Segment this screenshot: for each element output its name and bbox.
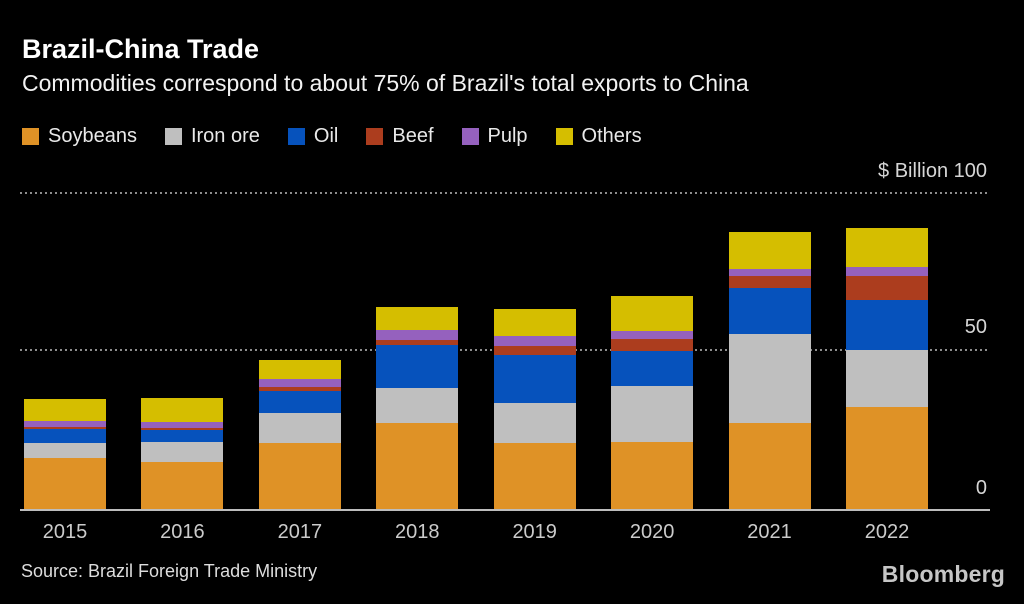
gridline-100: [20, 192, 987, 194]
source-note: Source: Brazil Foreign Trade Ministry: [21, 561, 318, 581]
bar-segment-2017-oil: [258, 390, 341, 413]
x-axis-baseline: [20, 509, 990, 511]
bar-segment-2021-pulp: [728, 268, 811, 277]
legend-label: Soybeans: [48, 125, 137, 147]
y-tick-0: 0: [975, 477, 987, 499]
bar-segment-2019-others: [493, 309, 576, 336]
legend-item-pulp: Pulp: [461, 125, 528, 148]
bar-2021: [728, 231, 811, 509]
bar-segment-2019-beef: [493, 345, 576, 356]
x-label-2017: 2017: [277, 521, 323, 543]
bar-segment-2015-oil: [24, 429, 106, 443]
x-label-2021: 2021: [747, 521, 792, 543]
bar-segment-2022-soybeans: [845, 406, 928, 509]
legend-item-soybeans: Soybeans: [22, 125, 137, 148]
bar-segment-2016-others: [141, 398, 224, 422]
bar-segment-2022-iron-ore: [845, 350, 928, 407]
bar-segment-2022-oil: [845, 299, 928, 351]
bar-segment-2020-iron-ore: [611, 386, 694, 443]
x-axis-labels: 2015 2016 2017 2018 2019 2020 2021 2022: [24, 521, 928, 544]
bar-2022: [845, 227, 928, 509]
bar-segment-2022-others: [845, 227, 928, 267]
bar-2016: [141, 398, 224, 509]
legend-item-oil: Oil: [287, 125, 339, 148]
legend-item-beef: Beef: [366, 125, 434, 148]
bar-segment-2021-others: [728, 231, 811, 269]
bar-segment-2018-oil: [376, 345, 459, 388]
bar-segment-2017-iron-ore: [258, 412, 341, 444]
bar-segment-2022-pulp: [845, 266, 928, 276]
bar-segment-2015-soybeans: [24, 457, 106, 509]
bar-segment-2016-beef: [141, 427, 224, 431]
bar-2020: [611, 296, 694, 509]
bar-segment-2021-soybeans: [728, 422, 811, 509]
chart-legend: Soybeans Iron ore Oil Beef Pulp Others: [22, 125, 642, 148]
bar-segment-2020-oil: [611, 350, 694, 387]
legend-label: Pulp: [487, 125, 528, 147]
bar-segment-2015-beef: [24, 427, 106, 430]
bar-segment-2021-oil: [728, 288, 811, 334]
bar-segment-2016-pulp: [141, 421, 224, 428]
legend-label: Others: [581, 125, 642, 147]
legend-item-others: Others: [555, 125, 642, 148]
x-label-2022: 2022: [864, 521, 910, 543]
x-label-2016: 2016: [160, 521, 205, 543]
bar-segment-2018-pulp: [376, 330, 459, 340]
bar-2015: [24, 398, 106, 509]
bar-segment-2021-iron-ore: [728, 333, 811, 423]
legend-swatch-icon: [164, 128, 182, 145]
bar-segment-2015-iron-ore: [24, 442, 106, 458]
legend-label: Beef: [392, 125, 434, 147]
bar-segment-2017-soybeans: [258, 443, 341, 509]
bar-segment-2019-soybeans: [493, 442, 576, 509]
bar-2019: [493, 309, 576, 509]
bar-segment-2015-pulp: [24, 421, 106, 428]
bar-segment-2016-oil: [141, 430, 224, 443]
bar-segment-2015-others: [24, 398, 106, 422]
bar-segment-2016-soybeans: [141, 462, 224, 509]
bar-segment-2017-pulp: [258, 379, 341, 388]
bar-segment-2022-beef: [845, 275, 928, 300]
bar-segment-2016-iron-ore: [141, 442, 224, 463]
x-label-2019: 2019: [512, 521, 557, 543]
bars-area: [24, 193, 928, 509]
chart-title: Brazil-China Trade: [22, 34, 260, 64]
x-label-2015: 2015: [42, 521, 88, 543]
legend-label: Iron ore: [190, 125, 260, 147]
bar-segment-2020-soybeans: [611, 442, 694, 509]
bar-segment-2018-others: [376, 307, 459, 331]
bloomberg-logo: Bloomberg: [881, 561, 1005, 587]
legend-swatch-icon: [555, 128, 573, 145]
legend-item-iron-ore: Iron ore: [164, 125, 260, 148]
bar-segment-2017-others: [258, 360, 341, 380]
bar-segment-2018-iron-ore: [376, 387, 459, 423]
legend-swatch-icon: [461, 128, 479, 145]
legend-swatch-icon: [22, 128, 39, 145]
bar-segment-2020-others: [611, 296, 694, 331]
bar-segment-2018-soybeans: [376, 422, 459, 509]
bar-2017: [258, 360, 341, 509]
x-label-2018: 2018: [395, 521, 440, 543]
bar-segment-2020-beef: [611, 339, 694, 351]
bar-segment-2019-oil: [493, 355, 576, 403]
x-label-2020: 2020: [629, 521, 675, 543]
legend-swatch-icon: [287, 128, 305, 145]
y-tick-50: 50: [964, 316, 987, 338]
bar-2018: [376, 307, 459, 509]
legend-label: Oil: [313, 125, 339, 147]
bar-segment-2020-pulp: [611, 330, 694, 340]
y-axis-unit-label: $ Billion 100: [878, 160, 987, 182]
legend-swatch-icon: [366, 128, 384, 145]
bar-segment-2017-beef: [258, 387, 341, 391]
bar-segment-2018-beef: [376, 339, 459, 346]
chart-subtitle: Commodities correspond to about 75% of B…: [22, 70, 749, 96]
bar-segment-2019-iron-ore: [493, 402, 576, 443]
bar-segment-2021-beef: [728, 276, 811, 289]
bar-segment-2019-pulp: [493, 335, 576, 346]
